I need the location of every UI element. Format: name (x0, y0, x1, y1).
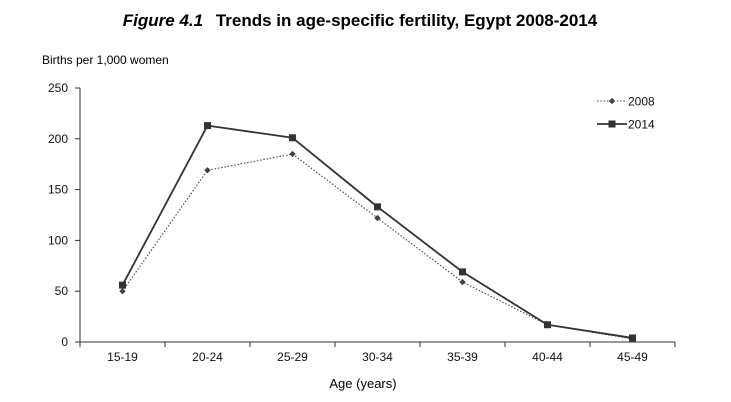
legend: 2008 2014 (597, 95, 655, 132)
data-point-2008 (459, 278, 466, 286)
data-point-2008 (204, 167, 211, 174)
data-point-2008 (289, 150, 296, 158)
axes: 0 50 100 150 200 250 15-19 20-24 25-29 30-34 35-39… (48, 81, 676, 364)
y-tick-label: 200 (48, 132, 68, 146)
data-point-2014 (119, 281, 126, 289)
legend-label-2014: 2014 (628, 118, 655, 132)
figure-label: Figure 4.1 (123, 11, 203, 30)
legend-label-2008: 2008 (628, 95, 655, 109)
x-tick-label: 35-39 (447, 350, 478, 364)
data-point-2014 (204, 122, 211, 130)
x-axis-label: Age (years) (329, 376, 396, 391)
x-tick-label: 25-29 (277, 350, 308, 364)
legend-item-2008: 2008 (597, 95, 655, 109)
y-tick-label: 150 (48, 183, 68, 197)
figure-title: Trends in age-specific fertility, Egypt … (216, 11, 598, 30)
x-tick-label: 15-19 (107, 350, 138, 364)
x-tick-label: 40-44 (532, 350, 563, 364)
data-point-2008 (119, 288, 126, 295)
legend-marker-2008 (608, 97, 616, 105)
data-point-2014 (629, 334, 636, 342)
data-point-2008 (374, 214, 381, 222)
series-2008 (119, 150, 636, 343)
y-tick-label: 0 (61, 335, 68, 349)
x-tick-label: 30-34 (362, 350, 393, 364)
y-tick-label: 50 (55, 284, 69, 298)
series-2014 (119, 122, 636, 342)
series-line-2014 (121, 124, 633, 339)
x-tick-label: 20-24 (192, 350, 223, 364)
series-line-2008 (122, 153, 633, 340)
y-tick-label: 100 (48, 233, 68, 247)
y-axis-label: Births per 1,000 women (42, 53, 169, 67)
legend-marker-2014 (608, 120, 616, 128)
y-tick-label: 250 (48, 81, 68, 95)
x-tick-label: 45-49 (617, 350, 648, 364)
series-layer (119, 122, 636, 343)
data-point-2014 (374, 203, 381, 211)
data-point-2014 (289, 134, 296, 142)
data-point-2014 (459, 268, 466, 276)
legend-item-2014: 2014 (597, 118, 655, 132)
chart-title: Figure 4.1 Trends in age-specific fertil… (123, 11, 598, 30)
data-point-2014 (544, 321, 551, 329)
